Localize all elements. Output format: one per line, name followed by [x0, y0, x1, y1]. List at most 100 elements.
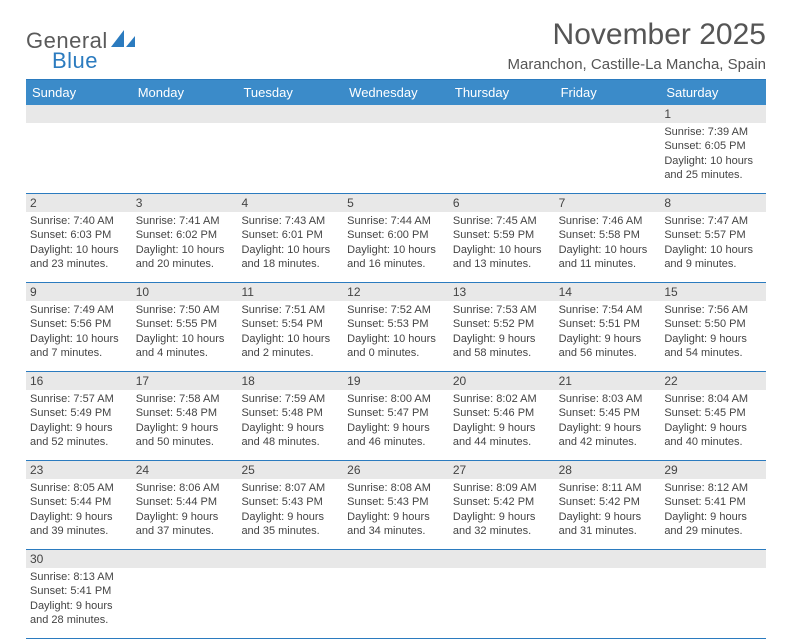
sun-info-line: and 34 minutes.: [347, 524, 445, 538]
day-number: [555, 105, 661, 123]
sun-info-line: Sunset: 5:57 PM: [664, 228, 762, 242]
sun-info-line: Sunrise: 8:06 AM: [136, 481, 234, 495]
sun-info-line: Daylight: 10 hours: [136, 332, 234, 346]
sun-info-line: Sunset: 5:58 PM: [559, 228, 657, 242]
sun-info-line: Sunrise: 7:56 AM: [664, 303, 762, 317]
sun-info-line: and 32 minutes.: [453, 524, 551, 538]
sun-info-line: Sunset: 5:44 PM: [136, 495, 234, 509]
day-cell: [343, 123, 449, 193]
sun-info-line: Sunrise: 7:39 AM: [664, 125, 762, 139]
day-cell: Sunrise: 8:02 AMSunset: 5:46 PMDaylight:…: [449, 390, 555, 460]
sun-info-line: Sunset: 5:56 PM: [30, 317, 128, 331]
sun-info-line: and 40 minutes.: [664, 435, 762, 449]
day-cell: Sunrise: 8:00 AMSunset: 5:47 PMDaylight:…: [343, 390, 449, 460]
daynum-row: 30: [26, 550, 766, 568]
sun-info-line: Sunrise: 7:47 AM: [664, 214, 762, 228]
day-number: 4: [237, 194, 343, 212]
day-cell: Sunrise: 7:43 AMSunset: 6:01 PMDaylight:…: [237, 212, 343, 282]
sun-info-line: Sunrise: 7:57 AM: [30, 392, 128, 406]
sun-info-line: Daylight: 9 hours: [559, 332, 657, 346]
sun-info-line: Sunset: 5:46 PM: [453, 406, 551, 420]
day-number: 7: [555, 194, 661, 212]
day-header-row: SundayMondayTuesdayWednesdayThursdayFrid…: [26, 80, 766, 105]
sun-info-line: Daylight: 9 hours: [559, 421, 657, 435]
logo-text-blue: Blue: [52, 48, 98, 73]
sun-info-line: Sunset: 5:51 PM: [559, 317, 657, 331]
day-number: [237, 550, 343, 568]
day-cell: Sunrise: 7:40 AMSunset: 6:03 PMDaylight:…: [26, 212, 132, 282]
day-header: Thursday: [449, 80, 555, 105]
day-number: [343, 550, 449, 568]
day-cell: [660, 568, 766, 638]
day-cell: Sunrise: 7:59 AMSunset: 5:48 PMDaylight:…: [237, 390, 343, 460]
sun-info-line: and 35 minutes.: [241, 524, 339, 538]
sun-info-line: Daylight: 10 hours: [347, 243, 445, 257]
month-title: November 2025: [508, 18, 766, 52]
title-block: November 2025 Maranchon, Castille-La Man…: [508, 18, 766, 73]
day-cell: Sunrise: 7:47 AMSunset: 5:57 PMDaylight:…: [660, 212, 766, 282]
logo-text-blue-wrap: Blue: [52, 48, 98, 74]
day-number: 11: [237, 283, 343, 301]
sun-info-line: Sunset: 5:55 PM: [136, 317, 234, 331]
day-number: 21: [555, 372, 661, 390]
sun-info-line: Daylight: 10 hours: [664, 154, 762, 168]
day-cell: Sunrise: 7:46 AMSunset: 5:58 PMDaylight:…: [555, 212, 661, 282]
sun-info-line: Sunset: 5:48 PM: [136, 406, 234, 420]
week-row: Sunrise: 7:57 AMSunset: 5:49 PMDaylight:…: [26, 390, 766, 461]
sun-info-line: Sunset: 5:45 PM: [664, 406, 762, 420]
sun-info-line: Sunrise: 8:07 AM: [241, 481, 339, 495]
sun-info-line: and 44 minutes.: [453, 435, 551, 449]
sun-info-line: and 48 minutes.: [241, 435, 339, 449]
day-cell: Sunrise: 7:49 AMSunset: 5:56 PMDaylight:…: [26, 301, 132, 371]
day-number: 15: [660, 283, 766, 301]
day-number: 28: [555, 461, 661, 479]
sun-info-line: and 37 minutes.: [136, 524, 234, 538]
sun-info-line: Sunrise: 8:12 AM: [664, 481, 762, 495]
sun-info-line: Daylight: 10 hours: [559, 243, 657, 257]
day-number: 24: [132, 461, 238, 479]
day-number: 1: [660, 105, 766, 123]
sun-info-line: Daylight: 9 hours: [453, 510, 551, 524]
sun-info-line: Sunset: 5:43 PM: [347, 495, 445, 509]
sun-info-line: and 0 minutes.: [347, 346, 445, 360]
week-row: Sunrise: 7:39 AMSunset: 6:05 PMDaylight:…: [26, 123, 766, 194]
day-cell: Sunrise: 7:45 AMSunset: 5:59 PMDaylight:…: [449, 212, 555, 282]
day-header: Wednesday: [343, 80, 449, 105]
day-number: [343, 105, 449, 123]
sun-info-line: Sunrise: 7:49 AM: [30, 303, 128, 317]
sun-info-line: and 54 minutes.: [664, 346, 762, 360]
sun-info-line: Daylight: 9 hours: [30, 421, 128, 435]
day-number: 16: [26, 372, 132, 390]
sun-info-line: Sunrise: 7:58 AM: [136, 392, 234, 406]
header: General November 2025 Maranchon, Castill…: [26, 18, 766, 73]
sun-info-line: Daylight: 9 hours: [30, 599, 128, 613]
daynum-row: 16171819202122: [26, 372, 766, 390]
day-cell: [132, 123, 238, 193]
sun-info-line: Sunset: 6:05 PM: [664, 139, 762, 153]
day-cell: Sunrise: 7:56 AMSunset: 5:50 PMDaylight:…: [660, 301, 766, 371]
day-number: 2: [26, 194, 132, 212]
day-number: 9: [26, 283, 132, 301]
day-number: [660, 550, 766, 568]
sun-info-line: Daylight: 10 hours: [453, 243, 551, 257]
sun-info-line: Daylight: 10 hours: [664, 243, 762, 257]
sun-info-line: Sunrise: 8:13 AM: [30, 570, 128, 584]
sun-info-line: Sunset: 5:59 PM: [453, 228, 551, 242]
day-cell: Sunrise: 8:13 AMSunset: 5:41 PMDaylight:…: [26, 568, 132, 638]
sun-info-line: Daylight: 10 hours: [30, 332, 128, 346]
sun-info-line: and 28 minutes.: [30, 613, 128, 627]
sun-info-line: Sunrise: 7:51 AM: [241, 303, 339, 317]
sun-info-line: Daylight: 9 hours: [664, 332, 762, 346]
day-cell: Sunrise: 8:03 AMSunset: 5:45 PMDaylight:…: [555, 390, 661, 460]
day-number: [449, 550, 555, 568]
sun-info-line: Daylight: 9 hours: [347, 510, 445, 524]
sun-info-line: Daylight: 10 hours: [241, 243, 339, 257]
sun-info-line: Sunrise: 8:09 AM: [453, 481, 551, 495]
day-header: Sunday: [26, 80, 132, 105]
sun-info-line: Daylight: 9 hours: [30, 510, 128, 524]
sun-info-line: Daylight: 9 hours: [241, 510, 339, 524]
sun-info-line: Sunrise: 7:54 AM: [559, 303, 657, 317]
sun-info-line: Sunset: 5:44 PM: [30, 495, 128, 509]
sun-info-line: and 50 minutes.: [136, 435, 234, 449]
day-number: [449, 105, 555, 123]
